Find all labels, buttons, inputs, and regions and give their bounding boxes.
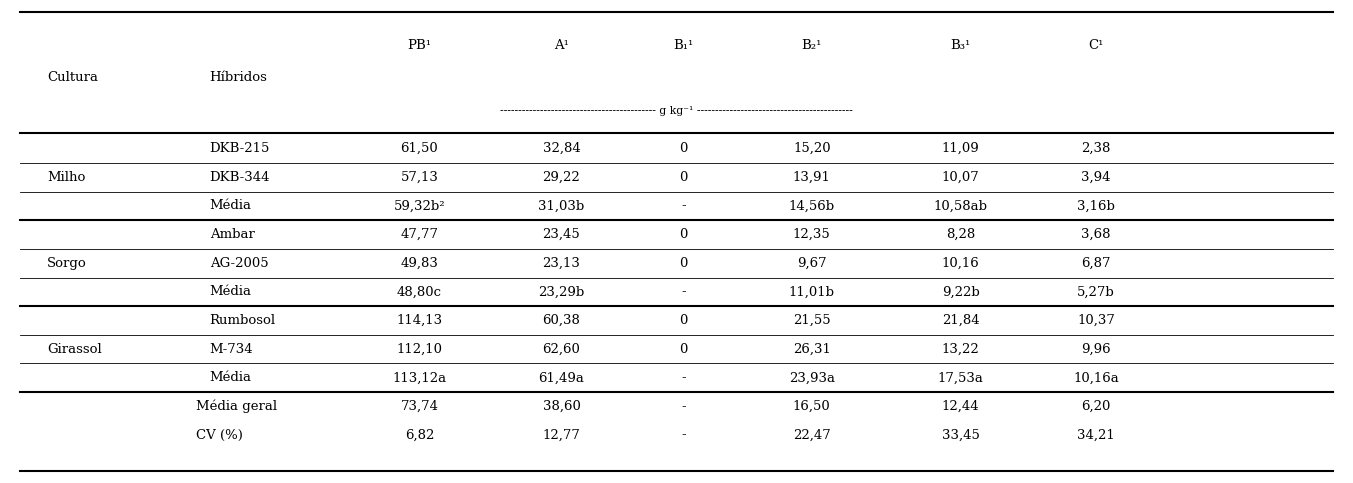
Text: B₁¹: B₁¹ (674, 40, 693, 52)
Text: Híbridos: Híbridos (210, 71, 268, 84)
Text: Girassol: Girassol (47, 342, 101, 355)
Text: 13,22: 13,22 (942, 342, 980, 355)
Text: DKB-215: DKB-215 (210, 142, 271, 155)
Text: 12,44: 12,44 (942, 400, 980, 413)
Text: 0: 0 (679, 170, 687, 184)
Text: Média: Média (210, 371, 252, 384)
Text: 21,84: 21,84 (942, 314, 980, 327)
Text: B₃¹: B₃¹ (951, 40, 970, 52)
Text: 6,20: 6,20 (1081, 400, 1111, 413)
Text: B₂¹: B₂¹ (801, 40, 823, 52)
Text: 15,20: 15,20 (793, 142, 831, 155)
Text: 61,49a: 61,49a (538, 371, 584, 384)
Text: 10,58ab: 10,58ab (934, 199, 988, 213)
Text: 31,03b: 31,03b (538, 199, 584, 213)
Text: 6,82: 6,82 (405, 428, 434, 441)
Text: 3,16b: 3,16b (1077, 199, 1115, 213)
Text: 47,77: 47,77 (400, 228, 438, 241)
Text: C¹: C¹ (1088, 40, 1104, 52)
Text: -: - (681, 371, 686, 384)
Text: 12,35: 12,35 (793, 228, 831, 241)
Text: 10,07: 10,07 (942, 170, 980, 184)
Text: 23,45: 23,45 (543, 228, 580, 241)
Text: 9,67: 9,67 (797, 256, 827, 270)
Text: 11,01b: 11,01b (789, 285, 835, 298)
Text: Milho: Milho (47, 170, 85, 184)
Text: -: - (681, 285, 686, 298)
Text: 0: 0 (679, 342, 687, 355)
Text: 60,38: 60,38 (543, 314, 580, 327)
Text: 21,55: 21,55 (793, 314, 831, 327)
Text: 33,45: 33,45 (942, 428, 980, 441)
Text: 10,16: 10,16 (942, 256, 980, 270)
Text: ------------------------------------------- g kg⁻¹ -----------------------------: ----------------------------------------… (501, 106, 852, 116)
Text: 23,29b: 23,29b (538, 285, 584, 298)
Text: 61,50: 61,50 (400, 142, 438, 155)
Text: -: - (681, 199, 686, 213)
Text: Média: Média (210, 285, 252, 298)
Text: 34,21: 34,21 (1077, 428, 1115, 441)
Text: 2,38: 2,38 (1081, 142, 1111, 155)
Text: 57,13: 57,13 (400, 170, 438, 184)
Text: 9,96: 9,96 (1081, 342, 1111, 355)
Text: 113,12a: 113,12a (392, 371, 446, 384)
Text: 114,13: 114,13 (396, 314, 442, 327)
Text: -: - (681, 400, 686, 413)
Text: 3,94: 3,94 (1081, 170, 1111, 184)
Text: 22,47: 22,47 (793, 428, 831, 441)
Text: A¹: A¹ (555, 40, 568, 52)
Text: 11,09: 11,09 (942, 142, 980, 155)
Text: 10,37: 10,37 (1077, 314, 1115, 327)
Text: Ambar: Ambar (210, 228, 254, 241)
Text: Sorgo: Sorgo (47, 256, 87, 270)
Text: 23,93a: 23,93a (789, 371, 835, 384)
Text: CV (%): CV (%) (196, 428, 244, 441)
Text: AG-2005: AG-2005 (210, 256, 268, 270)
Text: -: - (681, 428, 686, 441)
Text: 12,77: 12,77 (543, 428, 580, 441)
Text: 49,83: 49,83 (400, 256, 438, 270)
Text: 0: 0 (679, 256, 687, 270)
Text: Média geral: Média geral (196, 400, 277, 413)
Text: 38,60: 38,60 (543, 400, 580, 413)
Text: 112,10: 112,10 (396, 342, 442, 355)
Text: 26,31: 26,31 (793, 342, 831, 355)
Text: 10,16a: 10,16a (1073, 371, 1119, 384)
Text: 13,91: 13,91 (793, 170, 831, 184)
Text: 0: 0 (679, 314, 687, 327)
Text: 8,28: 8,28 (946, 228, 976, 241)
Text: 9,22b: 9,22b (942, 285, 980, 298)
Text: 32,84: 32,84 (543, 142, 580, 155)
Text: 3,68: 3,68 (1081, 228, 1111, 241)
Text: Cultura: Cultura (47, 71, 99, 84)
Text: DKB-344: DKB-344 (210, 170, 271, 184)
Text: 0: 0 (679, 142, 687, 155)
Text: PB¹: PB¹ (407, 40, 432, 52)
Text: 23,13: 23,13 (543, 256, 580, 270)
Text: 62,60: 62,60 (543, 342, 580, 355)
Text: 48,80c: 48,80c (396, 285, 442, 298)
Text: 5,27b: 5,27b (1077, 285, 1115, 298)
Text: Média: Média (210, 199, 252, 213)
Text: 16,50: 16,50 (793, 400, 831, 413)
Text: 29,22: 29,22 (543, 170, 580, 184)
Text: 17,53a: 17,53a (938, 371, 984, 384)
Text: 59,32b²: 59,32b² (394, 199, 445, 213)
Text: M-734: M-734 (210, 342, 253, 355)
Text: 73,74: 73,74 (400, 400, 438, 413)
Text: Rumbosol: Rumbosol (210, 314, 276, 327)
Text: 0: 0 (679, 228, 687, 241)
Text: 14,56b: 14,56b (789, 199, 835, 213)
Text: 6,87: 6,87 (1081, 256, 1111, 270)
